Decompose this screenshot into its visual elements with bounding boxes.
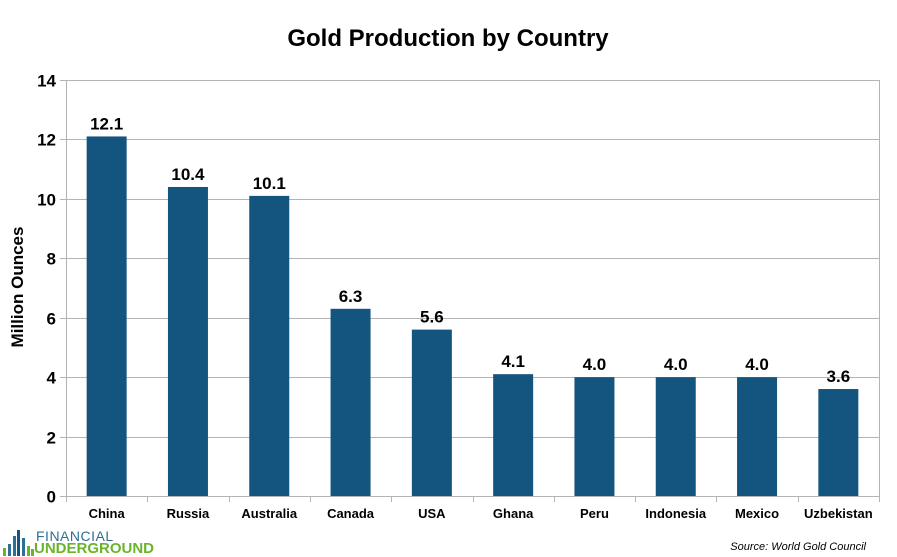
logo-buildings-icon: [3, 530, 34, 556]
data-label: 10.1: [253, 174, 286, 193]
x-tick-label: China: [89, 506, 126, 521]
y-tick-label: 4: [47, 369, 57, 388]
x-tick-label: USA: [418, 506, 446, 521]
y-tick-label: 6: [47, 310, 56, 329]
source-note: Source: World Gold Council: [730, 541, 866, 553]
bar-china: [86, 136, 127, 496]
y-axis-ticks: 0 2 4 6 8 10 12 14: [37, 72, 56, 507]
bar-peru: [574, 377, 615, 496]
x-tick-label: Uzbekistan: [804, 506, 873, 521]
x-tick-label: Ghana: [493, 506, 534, 521]
bar-russia: [167, 186, 208, 496]
x-axis-ticks: China Russia Australia Canada USA Ghana Peru In…: [89, 506, 873, 521]
chart-title: Gold Production by Country: [287, 25, 609, 52]
data-label: 4.0: [583, 355, 607, 374]
data-label: 3.6: [827, 367, 851, 386]
x-tick-label: Mexico: [735, 506, 779, 521]
data-label: 10.4: [171, 165, 205, 184]
data-label: 4.1: [501, 352, 525, 371]
logo-text-top: FINANCIAL: [36, 528, 114, 544]
y-axis-label: Million Ounces: [8, 227, 27, 348]
bar-mexico: [737, 377, 778, 496]
y-tick-label: 10: [37, 191, 56, 210]
x-tick-label: Indonesia: [645, 506, 706, 521]
data-label: 4.0: [745, 355, 769, 374]
data-label: 5.6: [420, 308, 444, 327]
bar-usa: [411, 329, 452, 496]
bars: [86, 136, 859, 496]
x-tick-label: Australia: [241, 506, 297, 521]
axes: [66, 80, 880, 502]
x-tick-label: Canada: [327, 506, 375, 521]
y-tick-label: 8: [47, 250, 56, 269]
x-tick-label: Russia: [167, 506, 210, 521]
data-label: 6.3: [339, 287, 363, 306]
bar-indonesia: [655, 377, 696, 496]
y-tick-label: 12: [37, 131, 56, 150]
bar-australia: [249, 195, 290, 496]
y-tick-label: 0: [47, 488, 56, 507]
bar-ghana: [493, 374, 534, 496]
data-label: 4.0: [664, 355, 688, 374]
financial-underground-logo: FINANCIAL UNDERGROUND: [2, 528, 162, 557]
bar-uzbekistan: [818, 389, 859, 496]
data-label: 12.1: [90, 114, 123, 133]
logo-text-bottom: UNDERGROUND: [34, 540, 154, 557]
data-labels: 12.1 10.4 10.1 6.3 5.6 4.1 4.0 4.0 4.0 3.6: [90, 114, 850, 386]
bar-canada: [330, 308, 371, 496]
y-tick-label: 2: [47, 429, 56, 448]
y-tick-label: 14: [37, 72, 56, 91]
x-tick-label: Peru: [580, 506, 609, 521]
